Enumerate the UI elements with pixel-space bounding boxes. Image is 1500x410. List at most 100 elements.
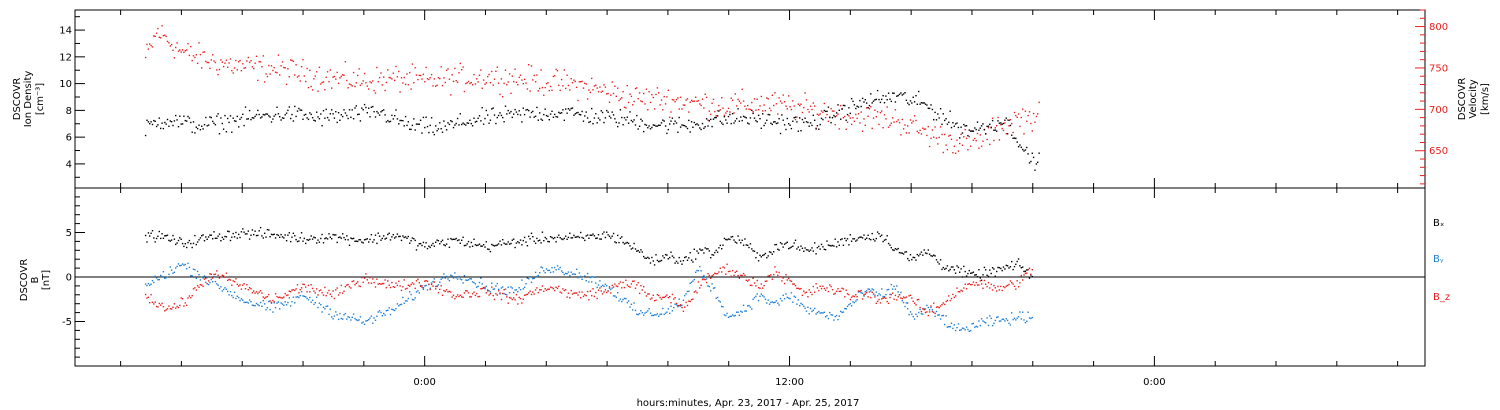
bz-point <box>404 288 407 290</box>
bz-point <box>762 287 764 289</box>
bz-point <box>313 290 315 292</box>
bx-point <box>351 238 353 240</box>
density-point <box>221 122 223 125</box>
bz-point <box>201 284 203 286</box>
density-point <box>231 131 233 133</box>
by-point <box>273 302 275 304</box>
by-point <box>488 290 490 292</box>
by-point <box>357 319 359 322</box>
by-point <box>901 300 903 302</box>
velocity-point <box>915 119 917 122</box>
velocity-point <box>1028 111 1031 113</box>
bz-point <box>515 294 518 296</box>
bz-point <box>543 290 545 292</box>
velocity-point <box>384 89 386 92</box>
by-point <box>187 262 189 265</box>
bz-point <box>790 280 793 283</box>
by-point <box>982 320 984 322</box>
bz-point <box>279 296 281 298</box>
bz-point <box>809 291 812 293</box>
velocity-point <box>389 77 392 79</box>
density-point <box>232 117 234 119</box>
by-point <box>737 311 739 313</box>
velocity-point <box>707 119 709 121</box>
bx-point <box>343 236 345 239</box>
velocity-point <box>1026 120 1028 122</box>
velocity-point <box>622 91 624 93</box>
velocity-point <box>342 74 344 76</box>
density-point <box>403 125 405 127</box>
by-point <box>788 297 790 299</box>
bz-point <box>433 281 435 283</box>
bx-point <box>316 242 318 244</box>
bz-point <box>519 297 522 300</box>
bz-point <box>555 286 557 288</box>
bz-point <box>257 292 259 295</box>
bx-point <box>264 232 266 234</box>
velocity-point <box>998 139 1001 141</box>
by-point <box>883 295 886 298</box>
velocity-point <box>534 81 537 83</box>
by-point <box>363 323 366 325</box>
bx-point <box>681 263 683 265</box>
bz-point <box>875 302 877 304</box>
bz-point <box>953 296 955 299</box>
by-point <box>586 272 589 275</box>
density-point <box>437 128 440 130</box>
bx-point <box>242 228 244 230</box>
by-point <box>154 275 156 277</box>
bx-point <box>514 246 516 249</box>
bx-point <box>240 231 243 233</box>
density-point <box>652 124 654 126</box>
bx-point <box>820 243 823 246</box>
bx-point <box>595 237 597 240</box>
velocity-point <box>491 70 493 73</box>
density-point <box>708 120 710 122</box>
by-point <box>290 305 292 307</box>
bx-point <box>348 244 351 246</box>
density-point <box>478 115 481 117</box>
bx-point <box>708 250 710 252</box>
density-point <box>502 116 504 119</box>
velocity-point <box>544 86 546 89</box>
velocity-point <box>931 129 934 131</box>
bz-point <box>565 289 567 291</box>
bz-point <box>751 284 753 287</box>
bx-point <box>626 241 628 244</box>
bx-point <box>507 241 509 243</box>
bz-point <box>898 294 901 296</box>
bz-point <box>752 277 754 279</box>
bx-point <box>383 235 385 237</box>
bx-point <box>443 244 445 246</box>
by-point <box>228 294 230 296</box>
bz-point <box>300 287 303 289</box>
bz-point <box>463 292 466 294</box>
by-point <box>907 307 909 310</box>
by-point <box>964 329 966 331</box>
bz-point <box>350 287 352 289</box>
bx-point <box>978 269 980 271</box>
density-point <box>663 120 665 122</box>
by-point <box>804 307 806 309</box>
velocity-point <box>313 78 315 80</box>
by-point <box>333 315 336 317</box>
velocity-point <box>804 92 806 94</box>
velocity-point <box>1035 115 1038 118</box>
bz-point <box>451 296 453 298</box>
by-point <box>690 281 693 283</box>
density-point <box>210 116 212 119</box>
by-point <box>328 313 330 316</box>
bz-point <box>815 283 817 285</box>
density-point <box>426 125 429 128</box>
velocity-point <box>617 87 619 89</box>
bx-point <box>734 241 736 243</box>
bz-point <box>685 301 687 304</box>
velocity-point <box>225 59 228 61</box>
by-point <box>477 285 479 288</box>
velocity-point <box>833 110 835 112</box>
bz-point <box>927 314 929 317</box>
density-point <box>418 123 420 125</box>
velocity-point <box>711 102 713 104</box>
density-point <box>556 116 559 118</box>
by-point <box>678 298 680 300</box>
